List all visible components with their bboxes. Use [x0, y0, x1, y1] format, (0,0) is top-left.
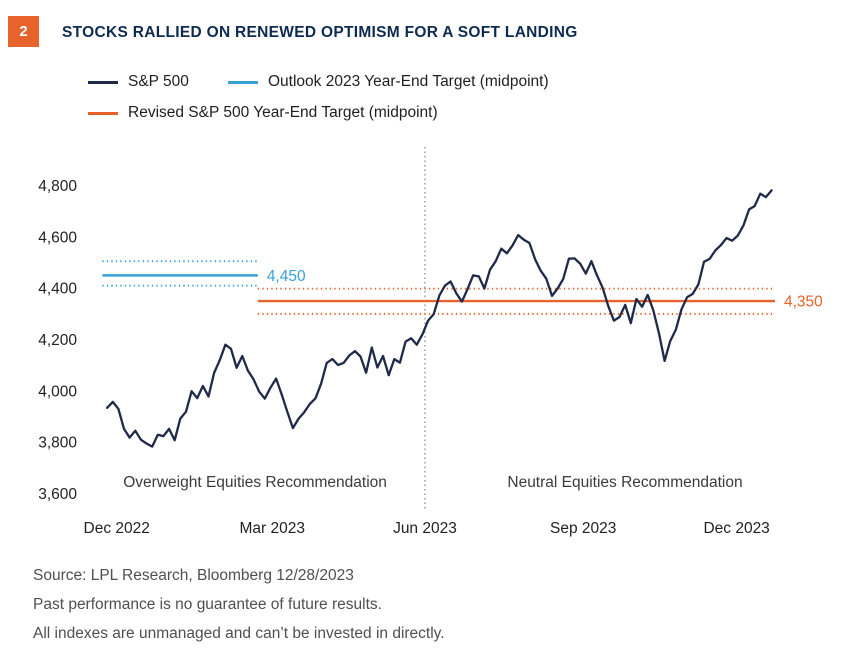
- recommendation-annotation: Overweight Equities Recommendation: [123, 474, 387, 491]
- x-axis-tick-label: Jun 2023: [393, 520, 457, 537]
- y-axis-tick-label: 4,200: [38, 332, 77, 349]
- legend-item-revised-target: Revised S&P 500 Year-End Target (midpoin…: [88, 104, 438, 122]
- legend-row: Revised S&P 500 Year-End Target (midpoin…: [88, 104, 857, 122]
- legend-item-sp500: S&P 500: [88, 73, 228, 91]
- legend: S&P 500 Outlook 2023 Year-End Target (mid…: [88, 73, 857, 122]
- y-axis-tick-label: 4,000: [38, 383, 77, 400]
- legend-label: S&P 500: [128, 73, 189, 90]
- legend-item-sp500-swatch: [88, 80, 118, 84]
- source-notes: Source: LPL Research, Bloomberg 12/28/20…: [33, 561, 857, 648]
- disclaimer-line-1: Past performance is no guarantee of futu…: [33, 596, 382, 613]
- chart-title: STOCKS RALLIED ON RENEWED OPTIMISM FOR A…: [62, 24, 578, 41]
- legend-row: S&P 500 Outlook 2023 Year-End Target (mid…: [88, 73, 857, 91]
- outlook-target-value-label: 4,450: [267, 268, 306, 285]
- y-axis-tick-label: 3,600: [38, 486, 77, 503]
- legend-label: Revised S&P 500 Year-End Target (midpoin…: [128, 104, 438, 121]
- legend-item-outlook-target: Outlook 2023 Year-End Target (midpoint): [228, 73, 549, 91]
- source-line: Source: LPL Research, Bloomberg 12/28/20…: [33, 567, 354, 584]
- y-axis-tick-label: 4,600: [38, 229, 77, 246]
- chart-header: 2 STOCKS RALLIED ON RENEWED OPTIMISM FOR…: [0, 0, 857, 47]
- revised-target-value-label: 4,350: [784, 294, 823, 311]
- disclaimer-line-2: All indexes are unmanaged and can’t be i…: [33, 625, 445, 642]
- y-axis-tick-label: 3,800: [38, 435, 77, 452]
- legend-item-revised-target-swatch: [88, 111, 118, 115]
- sp500-chart-svg: 4,450 4,350 3,600 3,800 4,000 4,200 4,400 4,600…: [38, 147, 823, 537]
- recommendation-annotation: Neutral Equities Recommendation: [507, 474, 742, 491]
- x-axis-tick-label: Dec 2022: [84, 520, 150, 537]
- sp500-line: [105, 189, 773, 448]
- y-axis-tick-label: 4,400: [38, 281, 77, 298]
- y-axis-tick-label: 4,800: [38, 178, 77, 195]
- figure-number-badge: 2: [8, 16, 39, 47]
- x-axis-tick-label: Mar 2023: [239, 520, 304, 537]
- x-axis-tick-label: Sep 2023: [550, 520, 616, 537]
- legend-label: Outlook 2023 Year-End Target (midpoint): [268, 73, 549, 90]
- x-axis-tick-label: Dec 2023: [703, 520, 769, 537]
- sp500-chart: 4,450 4,350 3,600 3,800 4,000 4,200 4,400 4,600…: [25, 135, 857, 545]
- legend-item-outlook-target-swatch: [228, 80, 258, 84]
